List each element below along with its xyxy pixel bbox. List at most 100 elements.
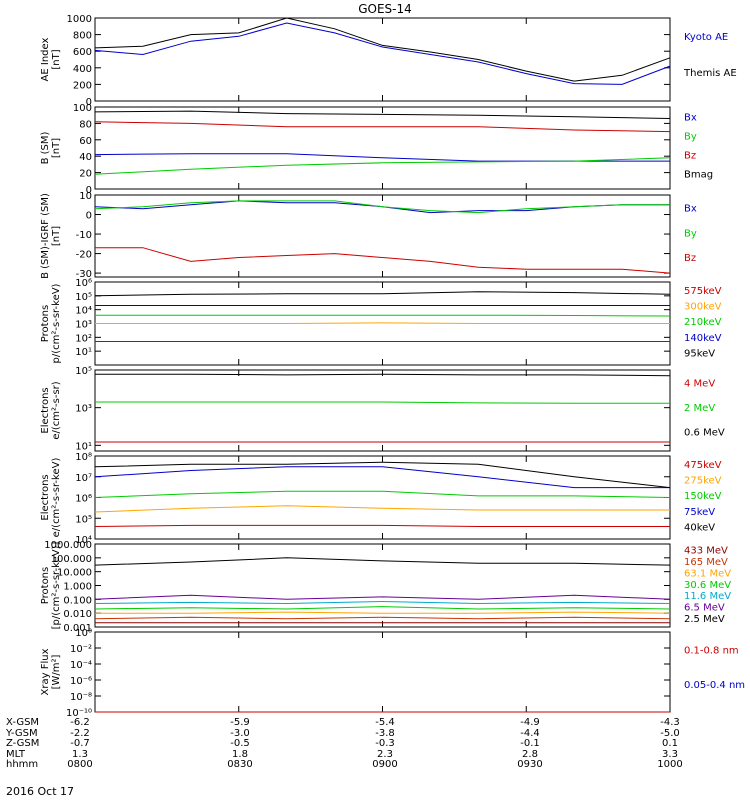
y-tick-label: 1.000 (63, 582, 92, 593)
x-axis-value: 0800 (67, 759, 92, 770)
y-tick-label: -10 (76, 230, 92, 241)
legend-entry: 0.6 MeV (684, 427, 725, 438)
y-tick-label: 200 (73, 80, 92, 91)
y-tick-label: 80 (79, 119, 92, 130)
panel-8: 10⁻¹⁰ 10⁻⁸ 10⁻⁶ 10⁻⁴ 10⁻² 10⁰ Xray Flux [W/m²] 0… (40, 628, 745, 719)
y-tick-label: 600 (73, 47, 92, 58)
series-line (94, 600, 671, 605)
series-line (95, 247, 671, 274)
legend-entry: Themis AE (683, 68, 737, 79)
legend-entry: 475keV (684, 460, 722, 471)
x-axis-value: -4.9 (520, 717, 540, 728)
y-axis-unit: [W/m²] (51, 654, 62, 689)
y-tick-label: 0.010 (63, 609, 92, 620)
y-axis-unit: e/(cm²-s-sr-keV) (51, 458, 62, 538)
series-line (95, 314, 671, 317)
y-tick-label: 10⁵ (75, 514, 92, 525)
y-tick-label: 10⁵ (75, 366, 92, 377)
y-axis-label: AE Index (40, 37, 51, 81)
legend-entry: 40keV (684, 522, 715, 533)
series-line (94, 200, 670, 214)
legend-entry: 433 MeV (684, 546, 728, 557)
x-axis-value: -4.4 (520, 728, 540, 739)
y-tick-label: 100.000 (51, 554, 92, 565)
figure-title: GOES-14 (358, 2, 412, 16)
x-axis-table: X-GSM -6.2 -5.9 -5.4 -4.9 -4.3 Y-GSM -2.2 -3.0 -3… (5, 717, 683, 770)
y-axis-label: Electrons (40, 387, 51, 433)
y-axis-label: Electrons (40, 474, 51, 520)
legend-entry: Bz (684, 151, 696, 162)
series-line (94, 153, 670, 162)
x-axis-value: -3.8 (375, 728, 395, 739)
legend-entry: 575keV (684, 286, 722, 297)
series-line (94, 505, 670, 513)
y-axis-label: B (SM) (40, 131, 51, 164)
y-tick-label: 10⁶ (75, 494, 92, 505)
panel-1: 0 200 400 600 800 1000 AE Index [nT] Kyoto AE The… (40, 14, 737, 108)
y-axis-label: Protons (40, 567, 51, 604)
legend-entry: 63.1 MeV (684, 568, 731, 579)
y-axis-unit: e/(cm²-s-sr) (51, 381, 62, 439)
y-tick-label: 10⁻⁴ (70, 660, 92, 671)
x-axis-value: 1.8 (232, 749, 248, 760)
date-label: 2016 Oct 17 (6, 785, 74, 798)
x-axis-value: -5.4 (375, 717, 395, 728)
panel-3: -30 -20 -10 0 10 B (SM)-IGRF (SM) [nT] Bx By Bz (40, 191, 697, 280)
panel-frame (94, 543, 671, 628)
y-tick-label: 1000 (67, 14, 92, 25)
panel-frame (94, 106, 671, 190)
legend-entry: 140keV (684, 333, 722, 344)
series-line (94, 110, 671, 119)
x-axis-value: 1000 (657, 759, 682, 770)
legend-entry: Kyoto AE (684, 32, 728, 43)
x-axis-value: 3.3 (662, 749, 678, 760)
x-axis-row-label: hhmm (6, 759, 38, 770)
legend-entry: Bz (684, 253, 696, 264)
x-axis-value: 2.8 (522, 749, 538, 760)
series-line (94, 461, 671, 489)
panel-frame (94, 369, 671, 452)
y-axis-label: Xray Flux (40, 648, 51, 695)
legend-entry: 2.5 MeV (684, 614, 725, 625)
x-axis-value: -0.7 (70, 738, 90, 749)
y-tick-label: 0 (86, 185, 92, 196)
y-axis-unit: p/(cm²-s-sr-keV) (51, 283, 62, 363)
panel-6: 10⁴ 10⁵ 10⁶ 10⁷ 10⁸ Electrons e/(cm²-s-sr-keV)… (40, 452, 722, 546)
y-tick-label: 10⁵ (75, 292, 92, 303)
x-axis-row-label: X-GSM (6, 717, 39, 728)
y-tick-label: 10³ (75, 320, 92, 331)
y-tick-label: 10¹ (75, 347, 92, 358)
legend-entry: 4 MeV (684, 378, 715, 389)
series-line (94, 291, 671, 297)
panel-frame (94, 194, 671, 278)
panel-5: 10¹ 10³ 10⁵ Electrons e/(cm²-s-sr) 4 MeV 2 MeV… (40, 366, 725, 452)
legend-entry: 6.5 MeV (684, 603, 725, 614)
x-axis-value: 2.3 (377, 749, 393, 760)
x-axis-row-label: Y-GSM (5, 728, 38, 739)
y-tick-label: 40 (79, 152, 92, 163)
y-tick-label: 10 (79, 191, 92, 202)
y-tick-label: 10³ (75, 404, 92, 415)
x-axis-row-label: MLT (6, 749, 26, 760)
y-axis-unit: [nT] (51, 49, 62, 69)
y-tick-label: 60 (79, 136, 92, 147)
y-tick-label: 0.100 (63, 595, 92, 606)
y-tick-label: 20 (79, 169, 92, 180)
legend-entry: 75keV (684, 507, 715, 518)
series-line (94, 17, 671, 82)
y-tick-label: 400 (73, 64, 92, 75)
y-tick-label: 10² (75, 333, 92, 344)
series-line (95, 322, 670, 324)
legend-entry: 0.05-0.4 nm (684, 680, 745, 691)
y-tick-label: 0 (86, 211, 92, 222)
x-axis-value: -4.3 (660, 717, 680, 728)
y-tick-label: 10⁻⁶ (70, 676, 92, 687)
legend-entry: 95keV (684, 348, 715, 359)
x-axis-value: 0900 (372, 759, 397, 770)
series-line (94, 557, 671, 566)
panel-4: 10¹ 10² 10³ 10⁴ 10⁵ 10⁶ Protons p/(cm²-s-sr-keV… (40, 278, 722, 366)
y-tick-label: 10⁻² (70, 644, 92, 655)
x-axis-value: -5.0 (660, 728, 680, 739)
